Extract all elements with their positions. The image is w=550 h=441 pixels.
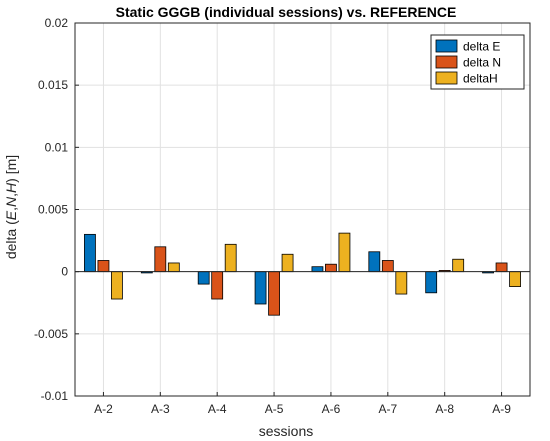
x-axis-ticks: A-2 A-3 A-4 A-5 A-6 A-7 A-8 A-9 — [94, 392, 511, 416]
x-tick-label: A-4 — [208, 402, 227, 416]
x-tick-label: A-8 — [435, 402, 454, 416]
bar — [368, 251, 381, 273]
x-tick-label: A-2 — [94, 402, 113, 416]
y-axis-label-part: delta ( — [3, 220, 19, 259]
bar — [338, 232, 351, 273]
y-tick-label: 0 — [61, 265, 68, 279]
legend-entry: delta E — [463, 40, 500, 54]
bar — [311, 266, 324, 273]
y-axis-label-part: , — [3, 193, 19, 197]
x-tick-label: A-6 — [322, 402, 341, 416]
legend-swatch — [435, 55, 458, 69]
bar — [111, 271, 123, 300]
x-tick-label: A-3 — [151, 402, 170, 416]
y-tick-label: 0.01 — [45, 140, 69, 154]
bar — [281, 253, 294, 273]
bar — [84, 233, 96, 273]
y-tick-label: -0.005 — [34, 327, 68, 341]
bar — [197, 271, 210, 285]
bar — [395, 271, 408, 295]
legend-entry: deltaH — [463, 72, 498, 86]
legend-entry: delta N — [463, 56, 501, 70]
bar — [268, 271, 280, 316]
bar-marks — [84, 232, 521, 316]
bar — [452, 258, 465, 273]
legend-swatch — [435, 71, 458, 85]
bar — [325, 263, 337, 273]
bar — [509, 271, 521, 287]
y-tick-label: 0.005 — [38, 203, 68, 217]
bar — [154, 246, 167, 273]
bar — [224, 243, 237, 273]
bar — [381, 260, 394, 273]
y-axis-label-part: H — [3, 182, 19, 193]
bar — [97, 260, 110, 273]
y-axis-label-part: , — [3, 207, 19, 211]
legend-swatch — [435, 39, 458, 53]
bar — [254, 271, 267, 305]
y-axis-label: delta (E,N,H) [m] — [3, 155, 19, 259]
y-tick-label: 0.02 — [45, 16, 69, 30]
legend: delta E delta N deltaH — [430, 34, 525, 90]
x-tick-label: A-9 — [492, 402, 511, 416]
y-tick-label: -0.01 — [41, 389, 69, 403]
x-tick-label: A-5 — [265, 402, 284, 416]
x-axis-label: sessions — [259, 423, 313, 439]
bar — [167, 262, 180, 273]
y-axis-label-part: E — [3, 210, 19, 220]
bar — [495, 262, 508, 273]
x-tick-label: A-7 — [378, 402, 397, 416]
y-axis-ticks: -0.01 -0.005 0 0.005 0.01 0.015 0.02 — [34, 16, 79, 403]
y-tick-label: 0.015 — [38, 78, 68, 92]
chart-title: Static GGGB (individual sessions) vs. RE… — [116, 4, 457, 20]
bar — [211, 271, 224, 300]
y-axis-label-part: N — [3, 196, 19, 207]
bar — [425, 271, 438, 294]
y-axis-label-part: ) [m] — [3, 155, 19, 183]
